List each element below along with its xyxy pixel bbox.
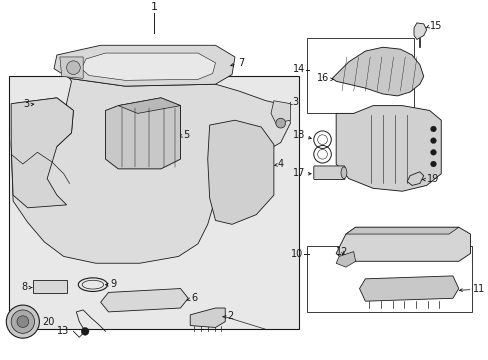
Text: 8: 8 — [21, 282, 28, 292]
Polygon shape — [60, 57, 83, 78]
Polygon shape — [105, 98, 180, 169]
Polygon shape — [407, 172, 423, 185]
Polygon shape — [11, 78, 290, 263]
Text: 10: 10 — [290, 248, 303, 258]
Circle shape — [429, 126, 435, 132]
Text: 6: 6 — [191, 293, 197, 303]
Text: 20: 20 — [42, 317, 55, 327]
Circle shape — [429, 138, 435, 144]
Text: 7: 7 — [237, 58, 244, 68]
Bar — [306, 246, 471, 312]
Text: 11: 11 — [472, 284, 485, 293]
Text: 17: 17 — [292, 168, 305, 178]
Polygon shape — [413, 23, 426, 40]
Text: 19: 19 — [426, 174, 438, 184]
Polygon shape — [359, 276, 458, 301]
Text: 1: 1 — [150, 2, 158, 12]
Polygon shape — [207, 120, 273, 224]
Circle shape — [6, 305, 40, 338]
Circle shape — [66, 61, 80, 75]
FancyBboxPatch shape — [313, 166, 344, 180]
Circle shape — [11, 310, 35, 333]
Polygon shape — [101, 289, 188, 312]
Text: 4: 4 — [277, 159, 284, 169]
Ellipse shape — [340, 167, 346, 179]
Text: 2: 2 — [227, 311, 233, 321]
Polygon shape — [11, 98, 73, 208]
Text: 16: 16 — [316, 73, 329, 84]
Circle shape — [81, 328, 89, 335]
Bar — [306, 37, 413, 113]
Polygon shape — [54, 45, 235, 86]
Circle shape — [429, 149, 435, 155]
Bar — [33, 280, 66, 293]
Circle shape — [275, 118, 285, 128]
Polygon shape — [118, 98, 180, 113]
Polygon shape — [335, 227, 469, 261]
Circle shape — [429, 161, 435, 167]
Polygon shape — [335, 105, 440, 191]
Polygon shape — [335, 252, 355, 267]
Text: 9: 9 — [110, 279, 116, 289]
Text: 5: 5 — [183, 130, 189, 140]
Circle shape — [17, 316, 29, 328]
Text: 12: 12 — [335, 247, 348, 257]
Polygon shape — [270, 101, 290, 123]
Text: 14: 14 — [292, 64, 305, 74]
Polygon shape — [332, 47, 423, 96]
Bar — [9, 76, 299, 329]
Text: 3: 3 — [23, 99, 29, 109]
Text: 3: 3 — [292, 97, 298, 107]
Polygon shape — [190, 308, 225, 328]
Text: 13: 13 — [57, 327, 69, 336]
Polygon shape — [345, 227, 458, 234]
Polygon shape — [81, 53, 215, 80]
Text: 18: 18 — [292, 130, 305, 140]
Text: 15: 15 — [428, 21, 441, 31]
